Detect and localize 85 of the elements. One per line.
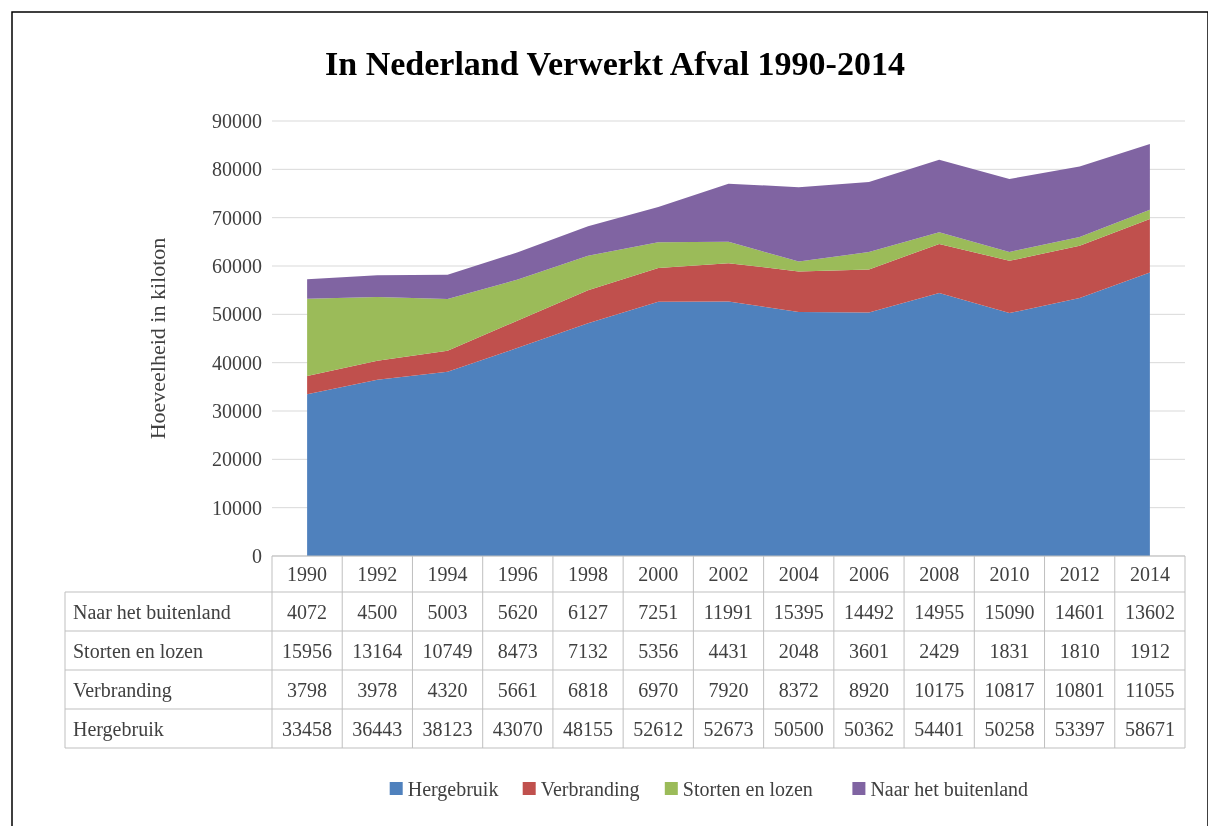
y-tick-label: 60000 xyxy=(212,255,262,277)
y-tick-label: 10000 xyxy=(212,496,262,519)
data-label: 8473 xyxy=(497,639,538,662)
legend-label: Hergebruik xyxy=(407,778,499,801)
data-label: 50500 xyxy=(773,717,824,740)
y-tick-label: 30000 xyxy=(212,400,262,422)
y-tick-label: 50000 xyxy=(212,303,262,326)
data-label: 53397 xyxy=(1054,717,1105,740)
data-label: 6970 xyxy=(638,678,679,701)
y-axis-title: Hoeveelheid in kiloton xyxy=(145,237,170,440)
chart-title: In Nederland Verwerkt Afval 1990-2014 xyxy=(325,45,905,82)
data-label: 2429 xyxy=(919,639,960,662)
x-tick-label: 2006 xyxy=(848,563,889,585)
data-label: 8920 xyxy=(848,678,889,701)
data-label: 4320 xyxy=(427,678,468,701)
data-label: 58671 xyxy=(1124,717,1175,740)
data-label: 43070 xyxy=(492,717,543,740)
x-tick-label: 2008 xyxy=(919,563,960,585)
legend-label: Storten en lozen xyxy=(682,778,813,800)
data-label: 48155 xyxy=(563,717,614,740)
text: Storten en lozen xyxy=(73,639,203,662)
data-label: 5356 xyxy=(638,639,679,662)
data-label: 7251 xyxy=(638,600,679,623)
x-tick-label: 1992 xyxy=(357,563,398,585)
data-label: 6818 xyxy=(568,678,609,701)
data-label: 6127 xyxy=(568,600,609,623)
y-tick-label: 20000 xyxy=(212,448,262,471)
x-tick-label: 1996 xyxy=(497,563,538,585)
y-tick-label: 80000 xyxy=(212,158,262,181)
data-label: 10817 xyxy=(984,678,1035,701)
data-label: 8372 xyxy=(778,678,819,701)
x-tick-label: 1994 xyxy=(427,563,468,585)
data-label: 52612 xyxy=(633,717,684,740)
data-label: 5003 xyxy=(427,600,468,623)
data-label: 13602 xyxy=(1124,600,1175,623)
data-label: 1810 xyxy=(1059,639,1100,662)
data-label: 14492 xyxy=(843,600,894,623)
legend-label: Naar het buitenland xyxy=(870,778,1029,800)
data-label: 5661 xyxy=(497,678,538,701)
x-tick-label: 2000 xyxy=(638,563,679,585)
data-label: 11991 xyxy=(703,600,754,623)
data-label: 5620 xyxy=(497,600,538,623)
data-label: 33458 xyxy=(282,717,333,740)
data-label: 50258 xyxy=(984,717,1035,740)
data-label: 54401 xyxy=(914,717,965,740)
data-label: 38123 xyxy=(422,717,473,740)
data-label: 50362 xyxy=(843,717,894,740)
data-label: 15090 xyxy=(984,600,1035,623)
data-label: 14955 xyxy=(914,600,965,623)
x-tick-label: 1990 xyxy=(287,563,328,585)
x-tick-label: 2002 xyxy=(708,563,749,585)
data-label: 4431 xyxy=(708,639,749,662)
data-label: 7132 xyxy=(568,639,609,662)
data-label: 3978 xyxy=(357,678,398,701)
y-tick-label: 40000 xyxy=(212,351,262,374)
data-label: 52673 xyxy=(703,717,754,740)
data-label: 10749 xyxy=(422,639,473,662)
text: Hergebruik xyxy=(73,717,164,740)
x-tick-label: 2004 xyxy=(778,563,819,585)
data-label: 2048 xyxy=(778,639,819,662)
data-label: 4500 xyxy=(357,600,398,623)
text: Naar het buitenland xyxy=(73,600,231,623)
y-tick-label: 70000 xyxy=(212,206,262,229)
data-label: 36443 xyxy=(352,717,403,740)
legend-label: Verbranding xyxy=(540,778,640,801)
data-label: 7920 xyxy=(708,678,749,701)
x-tick-label: 2010 xyxy=(989,563,1030,585)
data-label: 3601 xyxy=(848,639,889,662)
data-label: 10801 xyxy=(1054,678,1105,701)
y-tick-label: 90000 xyxy=(212,110,262,132)
data-label: 14601 xyxy=(1054,600,1105,623)
text: Verbranding xyxy=(73,678,172,701)
data-label: 13164 xyxy=(352,639,403,662)
data-label: 15956 xyxy=(282,639,333,662)
data-label: 3798 xyxy=(287,678,328,701)
y-tick-label: 0 xyxy=(252,545,262,567)
x-tick-label: 2012 xyxy=(1059,563,1100,585)
data-label: 4072 xyxy=(287,600,328,623)
data-label: 1912 xyxy=(1129,639,1170,662)
data-label: 1831 xyxy=(989,639,1030,662)
data-label: 11055 xyxy=(1125,678,1175,701)
data-label: 10175 xyxy=(914,678,965,701)
x-tick-label: 1998 xyxy=(568,563,609,585)
x-tick-label: 2014 xyxy=(1129,563,1170,585)
data-label: 15395 xyxy=(773,600,824,623)
